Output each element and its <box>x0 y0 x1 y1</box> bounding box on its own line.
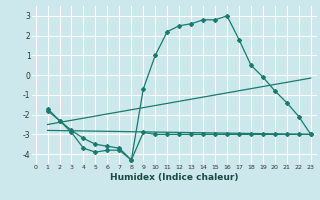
X-axis label: Humidex (Indice chaleur): Humidex (Indice chaleur) <box>110 173 239 182</box>
